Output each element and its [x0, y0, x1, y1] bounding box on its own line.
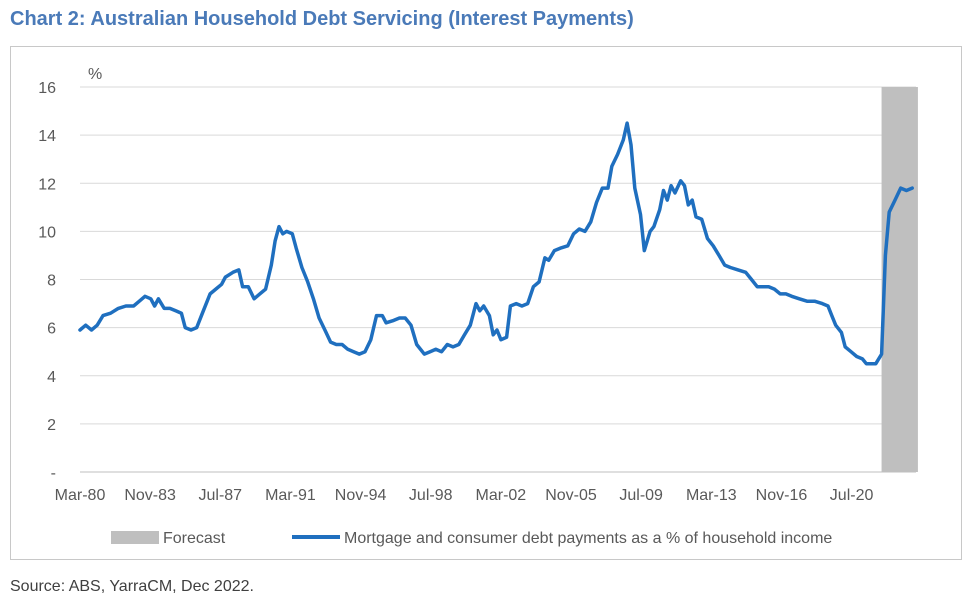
source-note: Source: ABS, YarraCM, Dec 2022. [10, 578, 254, 595]
grid-layer [80, 86, 916, 425]
y-tick-label: 6 [47, 321, 56, 338]
x-tick-label: Nov-83 [124, 487, 176, 504]
y-tick-label: 12 [38, 176, 56, 193]
series-line-0 [78, 121, 914, 366]
y-tick-label: 16 [38, 80, 56, 97]
x-tick-label: Jul-20 [830, 487, 874, 504]
legend-forecast-label: Forecast [163, 530, 226, 547]
y-tick-label: 4 [47, 369, 56, 386]
series-layer [78, 121, 914, 366]
y-tick-label: 2 [47, 417, 56, 434]
y-tick-label: 10 [38, 224, 56, 241]
forecast-layer [881, 87, 918, 472]
x-tick-label: Mar-02 [476, 487, 527, 504]
chart-title: Chart 2: Australian Household Debt Servi… [10, 8, 634, 30]
legend-forecast-swatch [111, 531, 159, 544]
y-tick-label: 14 [38, 128, 56, 145]
legend-series-label: Mortgage and consumer debt payments as a… [344, 530, 832, 547]
x-tick-label: Jul-98 [409, 487, 453, 504]
y-tick-label: 8 [47, 273, 56, 290]
legend: Forecast Mortgage and consumer debt paym… [111, 530, 832, 547]
axis-layer: - 2 4 6 8 10 12 14 16% Mar-80 Nov-83 Jul-87 Mar-91 No… [38, 66, 916, 504]
y-unit-label: % [88, 66, 102, 83]
x-tick-label: Nov-05 [545, 487, 597, 504]
x-tick-label: Jul-87 [199, 487, 243, 504]
chart-frame [10, 46, 962, 560]
forecast-band [881, 87, 918, 472]
x-tick-label: Jul-09 [619, 487, 663, 504]
x-tick-label: Nov-94 [335, 487, 387, 504]
x-tick-label: Nov-16 [756, 487, 808, 504]
x-tick-label: Mar-91 [265, 487, 316, 504]
y-tick-label: - [51, 465, 56, 482]
x-tick-label: Mar-80 [55, 487, 106, 504]
x-tick-label: Mar-13 [686, 487, 737, 504]
